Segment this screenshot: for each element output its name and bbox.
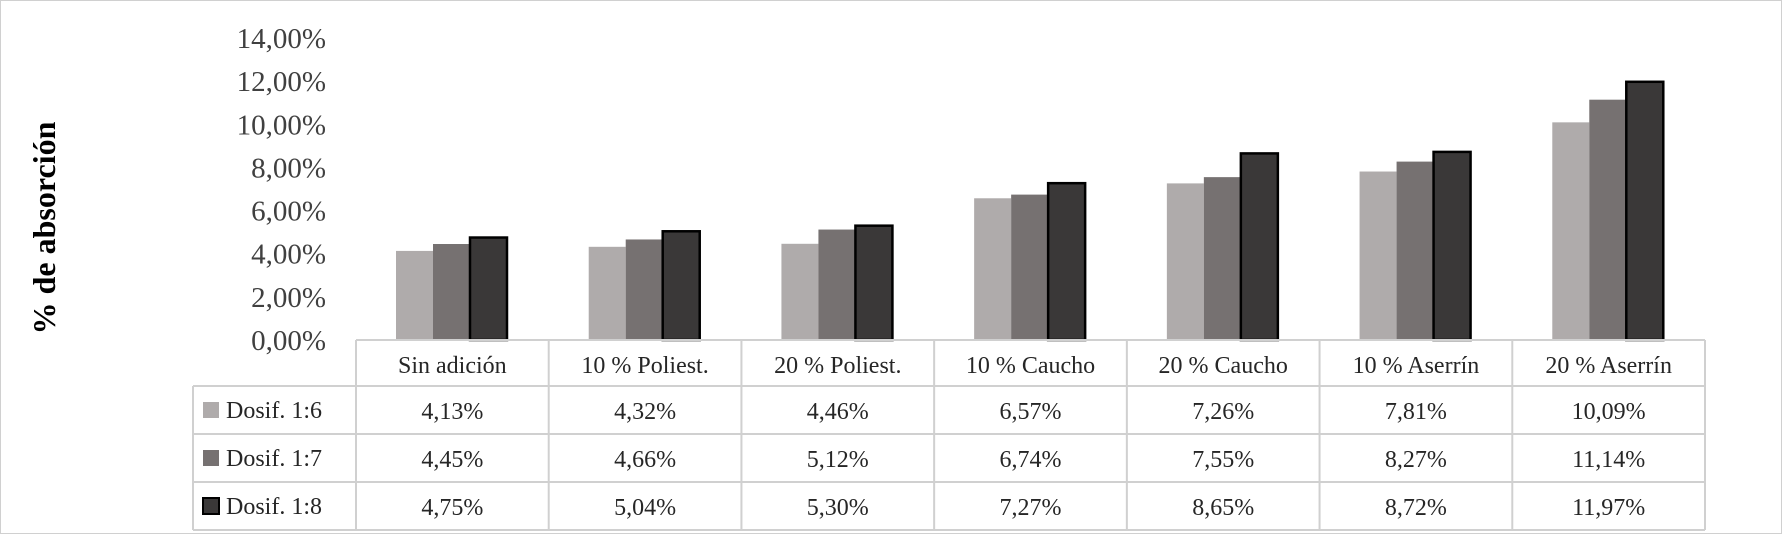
y-tick-label: 0,00% (251, 325, 326, 357)
bar (781, 243, 819, 340)
data-label: 6,57% (1000, 399, 1062, 425)
bar (1589, 99, 1627, 341)
bar (1432, 150, 1472, 342)
data-label: 6,74% (1000, 447, 1062, 473)
data-label: 4,32% (614, 399, 676, 425)
data-label: 8,65% (1192, 495, 1254, 521)
data-label: 8,72% (1385, 495, 1447, 521)
category-label: 20 % Aserrín (1545, 353, 1672, 379)
bar (1011, 194, 1049, 340)
legend-key (202, 497, 220, 515)
legend-label: Dosif. 1:7 (226, 446, 322, 472)
bar (818, 229, 856, 340)
y-tick-label: 10,00% (237, 109, 326, 141)
y-tick-label: 14,00% (237, 23, 326, 55)
category-label: 10 % Aserrín (1353, 353, 1480, 379)
data-label: 5,12% (807, 447, 869, 473)
bar (974, 198, 1012, 340)
category-label: 10 % Poliest. (581, 353, 708, 379)
data-label: 5,30% (807, 495, 869, 521)
data-label: 4,46% (807, 399, 869, 425)
category-label: 20 % Poliest. (774, 353, 901, 379)
data-label: 4,75% (421, 495, 483, 521)
bars (396, 80, 1665, 342)
y-axis-ticks: 0,00% 2,00% 4,00% 6,00% 8,00% 10,00% 12,00% 14,… (237, 23, 326, 357)
bar (854, 224, 894, 342)
data-label: 7,55% (1192, 447, 1254, 473)
data-label: 7,27% (1000, 495, 1062, 521)
bar (468, 236, 509, 342)
bar (588, 246, 626, 340)
bar (1239, 152, 1280, 342)
data-label: 8,27% (1385, 447, 1447, 473)
data-label: 4,45% (421, 447, 483, 473)
data-label: 7,81% (1385, 399, 1447, 425)
data-label: 7,26% (1192, 399, 1254, 425)
data-label: 4,66% (614, 447, 676, 473)
category-label: 10 % Caucho (966, 353, 1095, 379)
bar (625, 239, 663, 340)
y-tick-label: 12,00% (237, 66, 326, 98)
data-table: Sin adición 10 % Poliest. 20 % Poliest. 10 … (192, 339, 1706, 531)
data-label: 10,09% (1572, 399, 1646, 425)
bar (433, 244, 470, 340)
data-label: 4,13% (421, 399, 483, 425)
category-label: 20 % Caucho (1159, 353, 1288, 379)
bar (661, 230, 701, 342)
bar (1359, 171, 1397, 340)
bar (396, 250, 433, 340)
y-tick-label: 2,00% (251, 282, 326, 314)
category-label: Sin adición (398, 353, 507, 379)
bar (1396, 161, 1434, 340)
bar (1552, 122, 1590, 340)
bar (1203, 177, 1241, 340)
data-label: 11,14% (1572, 447, 1645, 473)
y-tick-label: 4,00% (251, 239, 326, 271)
bar (1046, 181, 1087, 342)
legend-key (203, 402, 219, 418)
data-label: 11,97% (1572, 495, 1645, 521)
data-label: 5,04% (614, 495, 676, 521)
y-tick-label: 6,00% (251, 196, 326, 228)
legend-key (203, 450, 219, 466)
bar (1625, 80, 1665, 342)
bar (1166, 183, 1204, 340)
y-axis-label: % de absorción (26, 121, 62, 334)
y-tick-label: 8,00% (251, 152, 326, 184)
legend-label: Dosif. 1:6 (226, 398, 322, 424)
legend-label: Dosif. 1:8 (226, 494, 322, 520)
